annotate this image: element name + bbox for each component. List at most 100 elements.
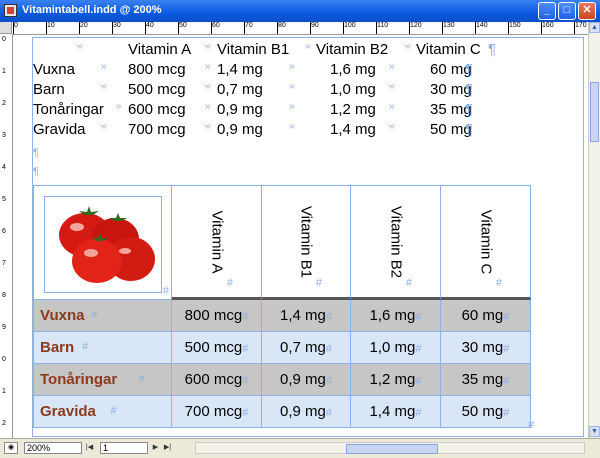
tab-mark: » bbox=[289, 61, 295, 72]
text-table-row: Barn » 500 mcg » 0,7 mg » 1,0 mg » 30 mg ¶ bbox=[13, 81, 483, 101]
ruler-tick-label: 2 bbox=[2, 100, 6, 107]
data-cell[interactable]: 1,2 mg# bbox=[351, 364, 441, 396]
text-row-value: 600 mcg bbox=[128, 101, 186, 118]
ruler-tick bbox=[574, 22, 575, 34]
image-cell[interactable]: # bbox=[33, 185, 172, 300]
next-page-icon[interactable]: ▶ bbox=[152, 444, 159, 451]
data-cell[interactable]: 0,9 mg# bbox=[262, 364, 351, 396]
cell-end-mark: # bbox=[503, 311, 510, 323]
text-row-value: 0,9 mg bbox=[217, 101, 263, 118]
ruler-tick-label: 150 bbox=[509, 22, 521, 29]
ruler-tick bbox=[244, 22, 245, 34]
pilcrow: ¶ bbox=[465, 81, 474, 98]
cell-end-mark: # bbox=[242, 311, 249, 323]
text-frame[interactable] bbox=[32, 37, 584, 437]
pilcrow: ¶ bbox=[33, 147, 39, 159]
data-cell[interactable]: 0,9 mg# bbox=[262, 396, 351, 428]
data-cell[interactable]: 500 mcg# bbox=[172, 332, 262, 364]
header-cell[interactable]: Vitamin C # bbox=[441, 185, 531, 300]
view-mode-icon[interactable]: ◉ bbox=[4, 442, 18, 454]
data-cell[interactable]: 30 mg# bbox=[441, 332, 531, 364]
header-cell[interactable]: Vitamin B1 # bbox=[262, 185, 351, 300]
ruler-origin[interactable] bbox=[0, 22, 12, 34]
data-cell[interactable]: 50 mg# bbox=[441, 396, 531, 428]
cell-value: 0,9 mg bbox=[280, 371, 326, 388]
ruler-tick-label: 110 bbox=[377, 22, 389, 29]
last-page-icon[interactable]: ▶| bbox=[163, 444, 172, 451]
ruler-tick-label: 30 bbox=[113, 22, 121, 29]
text-row-value: 500 mcg bbox=[128, 81, 186, 98]
cell-value: 50 mg bbox=[461, 403, 504, 420]
tab-mark: » bbox=[205, 121, 211, 132]
text-table-header: » Vitamin A » Vitamin B1 » Vitamin B2 » … bbox=[13, 41, 496, 61]
text-table-row: Vuxna » 800 mcg » 1,4 mg » 1,6 mg » 60 mg ¶ bbox=[13, 61, 483, 81]
data-cell[interactable]: 35 mg# bbox=[441, 364, 531, 396]
data-cell[interactable]: 1,4 mg# bbox=[262, 300, 351, 332]
pilcrow: ¶ bbox=[33, 166, 39, 178]
cell-end-mark: # bbox=[325, 311, 332, 323]
header-cell[interactable]: Vitamin B2 # bbox=[351, 185, 441, 300]
tab-mark: » bbox=[389, 81, 395, 92]
data-cell[interactable]: 800 mcg# bbox=[172, 300, 262, 332]
data-cell[interactable]: 600 mcg# bbox=[172, 364, 262, 396]
horizontal-ruler[interactable]: 0 10 20 30 40 50 60 70 80 90 100 110 120 130 140 150 160… bbox=[0, 22, 588, 35]
text-row-value: 0,9 mg bbox=[217, 121, 263, 138]
row-label-cell[interactable]: Barn # bbox=[33, 332, 172, 364]
close-button[interactable]: ✕ bbox=[578, 2, 596, 20]
header-cell[interactable]: Vitamin A # bbox=[172, 185, 262, 300]
scroll-thumb[interactable] bbox=[590, 82, 599, 142]
data-cell[interactable]: 1,6 mg# bbox=[351, 300, 441, 332]
data-cell[interactable]: 60 mg# bbox=[441, 300, 531, 332]
scroll-up-button[interactable]: ▲ bbox=[589, 22, 600, 33]
cell-value: 1,4 mg bbox=[369, 403, 416, 420]
header-label: Vitamin A bbox=[208, 209, 225, 274]
tab-mark: » bbox=[77, 41, 83, 52]
cell-value: 35 mg bbox=[461, 371, 504, 388]
text-row-value: 35 mg bbox=[430, 101, 472, 118]
scroll-down-button[interactable]: ▼ bbox=[589, 426, 600, 437]
first-page-icon[interactable]: |◀ bbox=[85, 444, 94, 451]
page-number-field[interactable]: 1 bbox=[100, 442, 148, 454]
vertical-scrollbar[interactable]: ▲ ▼ bbox=[588, 22, 600, 438]
cell-end-mark: # bbox=[503, 343, 510, 355]
row-label: Gravida bbox=[40, 403, 96, 420]
data-cell[interactable]: 0,7 mg# bbox=[262, 332, 351, 364]
cell-end-mark: # bbox=[415, 407, 422, 419]
ruler-tick bbox=[112, 22, 113, 34]
window-title: Vitamintabell.indd @ 200% bbox=[22, 4, 162, 16]
row-label: Barn bbox=[40, 339, 75, 356]
horizontal-scrollbar[interactable] bbox=[195, 442, 585, 454]
row-label-cell[interactable]: Tonåringar # bbox=[33, 364, 172, 396]
header-label: Vitamin B2 bbox=[387, 205, 404, 278]
zoom-field[interactable]: 200% bbox=[24, 442, 82, 454]
tab-mark: » bbox=[405, 41, 411, 52]
tomato-image[interactable] bbox=[44, 196, 162, 293]
data-cell[interactable]: 1,4 mg# bbox=[351, 396, 441, 428]
cell-value: 1,0 mg bbox=[369, 339, 416, 356]
ruler-tick-label: 0 bbox=[2, 356, 6, 363]
ruler-tick-label: 70 bbox=[245, 22, 253, 29]
row-label-cell[interactable]: Vuxna # bbox=[33, 300, 172, 332]
cell-end-mark: # bbox=[415, 311, 422, 323]
row-label-cell[interactable]: Gravida # bbox=[33, 396, 172, 428]
tab-mark: » bbox=[101, 61, 107, 72]
horizontal-scroll-thumb[interactable] bbox=[346, 444, 438, 454]
document-canvas[interactable]: » Vitamin A » Vitamin B1 » Vitamin B2 » … bbox=[13, 35, 588, 438]
tab-mark: » bbox=[205, 101, 211, 112]
ruler-tick bbox=[310, 22, 311, 34]
ruler-tick-label: 1 bbox=[2, 68, 6, 75]
cell-end-mark: # bbox=[242, 375, 249, 387]
pilcrow: ¶ bbox=[465, 101, 474, 118]
ruler-tick-label: 3 bbox=[2, 132, 6, 139]
ruler-tick-label: 8 bbox=[2, 292, 6, 299]
tab-mark: » bbox=[389, 61, 395, 72]
data-cell[interactable]: 700 mcg# bbox=[172, 396, 262, 428]
data-cell[interactable]: 1,0 mg# bbox=[351, 332, 441, 364]
ruler-tick bbox=[442, 22, 443, 34]
cell-end-mark: # bbox=[503, 375, 510, 387]
ruler-tick-label: 20 bbox=[80, 22, 88, 29]
ruler-tick-label: 4 bbox=[2, 164, 6, 171]
vertical-ruler[interactable]: 0 1 2 3 4 5 6 7 8 9 0 1 2 bbox=[0, 34, 13, 438]
minimize-button[interactable]: _ bbox=[538, 2, 556, 20]
maximize-button[interactable]: □ bbox=[558, 2, 576, 20]
